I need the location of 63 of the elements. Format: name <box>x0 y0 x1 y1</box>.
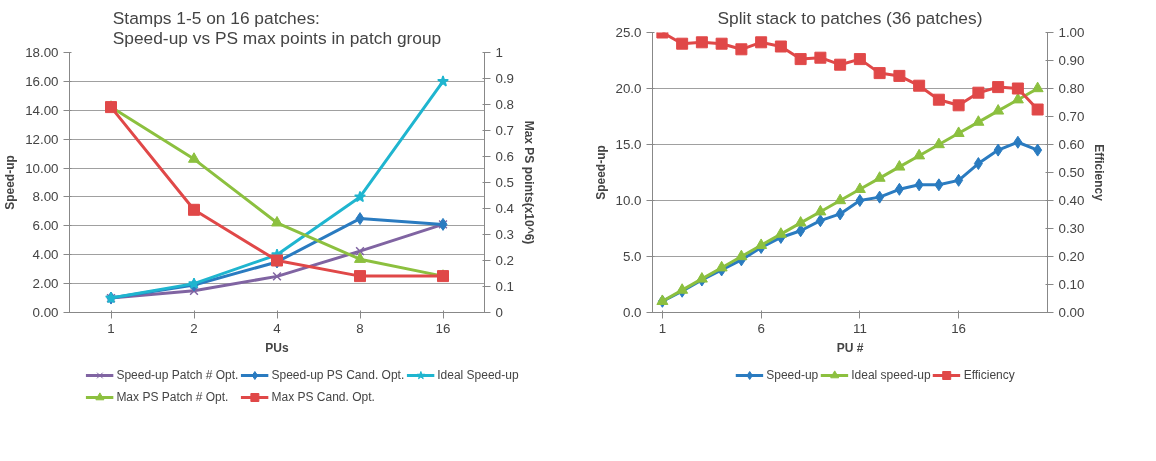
y-tick-label: 2.00 <box>32 276 59 292</box>
y-tick-label: 12.00 <box>25 131 59 147</box>
y2-tick-label: 0.20 <box>1058 249 1085 264</box>
legend-label: Max PS Cand. Opt. <box>271 390 375 404</box>
y-tick-label: 14.00 <box>25 102 59 118</box>
y2-tick-label: 0.90 <box>1058 53 1085 68</box>
y-tick-label: 20.0 <box>615 81 642 96</box>
y-tick-label: 18.00 <box>25 45 59 60</box>
y2-tick-label: 0.5 <box>495 175 515 190</box>
y-tick-label: 4.00 <box>32 247 59 263</box>
y2-tick-label: 1 <box>495 45 503 60</box>
y2-tick-label: 0 <box>495 305 503 320</box>
legend-label: Ideal Speed-up <box>437 368 519 382</box>
legend-label: Speed-up <box>766 368 819 382</box>
y2-tick-label: 0.70 <box>1058 109 1085 124</box>
y-tick-label: 6.00 <box>32 218 59 234</box>
legend-label: Efficiency <box>963 368 1015 382</box>
x-tick-label: 2 <box>190 320 198 336</box>
x-tick-label: 4 <box>273 320 282 336</box>
y-tick-label: 16.00 <box>25 73 59 89</box>
y2-tick-label: 0.40 <box>1058 193 1085 208</box>
y2-tick-label: 0.00 <box>1058 305 1085 320</box>
y2-tick-label: 0.4 <box>495 201 515 216</box>
y2-tick-label: 0.9 <box>495 71 515 86</box>
y2-axis-title: Max PS points(x10^6) <box>522 120 537 245</box>
y2-tick-label: 0.60 <box>1058 137 1085 152</box>
x-tick-label: 16 <box>435 320 451 336</box>
y2-tick-label: 0.7 <box>495 123 515 138</box>
y-axis-title: Speed-up <box>3 155 18 210</box>
y2-tick-label: 0.50 <box>1058 165 1085 180</box>
y2-tick-label: 0.10 <box>1058 277 1085 292</box>
x-tick-label: 16 <box>951 320 967 336</box>
legend-label: Speed-up PS Cand. Opt. <box>271 368 405 382</box>
y2-tick-label: 0.1 <box>495 279 515 294</box>
legend-label: Speed-up Patch # Opt. <box>116 368 239 382</box>
x-axis-title: PU # <box>836 340 864 355</box>
chart-title: Split stack to patches (36 patches) <box>717 7 983 28</box>
y2-tick-label: 0.6 <box>495 149 515 164</box>
x-tick-label: 1 <box>658 320 667 336</box>
y2-tick-label: 1.00 <box>1058 25 1085 40</box>
y2-tick-label: 0.3 <box>495 227 515 242</box>
y-tick-label: 10.00 <box>25 160 59 176</box>
y2-tick-label: 0.30 <box>1058 221 1085 236</box>
y2-tick-label: 0.8 <box>495 97 515 112</box>
y-tick-label: 10.0 <box>615 193 642 208</box>
y2-tick-label: 0.2 <box>495 253 515 268</box>
y-tick-label: 0.0 <box>622 305 642 320</box>
legend-label: Ideal speed-up <box>851 368 931 382</box>
y-tick-label: 15.0 <box>615 137 642 152</box>
y-tick-label: 5.0 <box>622 249 642 264</box>
y2-tick-label: 0.80 <box>1058 81 1085 96</box>
y-tick-label: 25.0 <box>615 25 642 40</box>
y-tick-label: 8.00 <box>32 189 59 205</box>
x-axis-title: PUs <box>265 340 289 355</box>
y2-axis-title: Efficiency <box>1092 144 1107 202</box>
y-tick-label: 0.00 <box>32 305 59 320</box>
legend-label: Max PS Patch # Opt. <box>116 390 229 404</box>
x-tick-label: 8 <box>356 320 364 336</box>
chart-title: Stamps 1-5 on 16 patches: Speed-up vs PS max points in patch group <box>112 7 442 48</box>
x-tick-label: 1 <box>107 320 115 336</box>
x-tick-label: 11 <box>852 320 867 336</box>
x-tick-label: 6 <box>757 320 765 336</box>
y-axis-title: Speed-up <box>593 145 608 200</box>
